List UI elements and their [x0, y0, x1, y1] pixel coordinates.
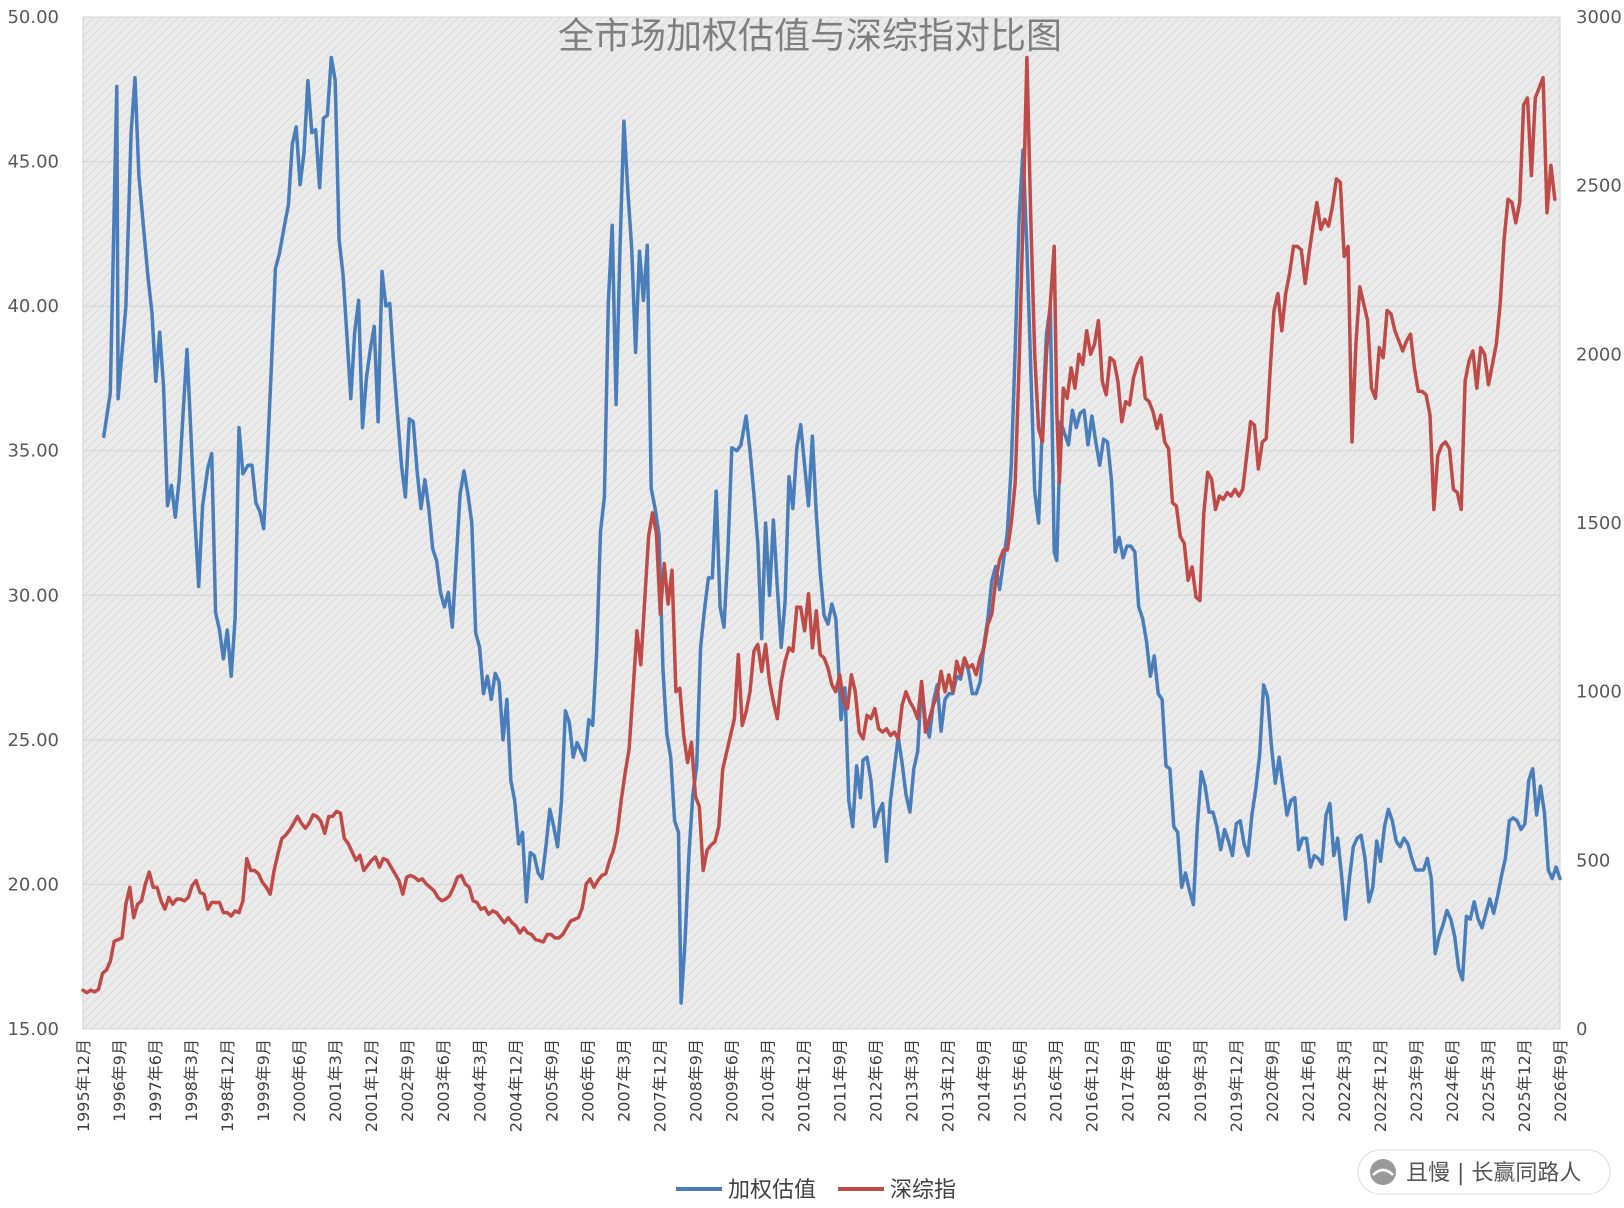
left-tick-label: 45.00 [7, 152, 59, 173]
x-tick-label: 1997年6月 [146, 1039, 165, 1122]
x-tick-label: 2010年12月 [794, 1039, 813, 1132]
right-tick-label: 3000 [1576, 7, 1622, 28]
x-tick-label: 2001年12月 [362, 1039, 381, 1132]
x-tick-label: 1996年9月 [110, 1039, 129, 1122]
x-tick-label: 2005年9月 [542, 1039, 561, 1122]
left-tick-label: 40.00 [7, 296, 59, 317]
series-layer [81, 55, 1562, 1005]
x-tick-label: 2023年9月 [1407, 1039, 1426, 1122]
left-tick-label: 35.00 [7, 441, 59, 462]
x-tick-label: 2013年3月 [903, 1039, 922, 1122]
x-tick-label: 2004年12月 [506, 1039, 525, 1132]
left-tick-label: 15.00 [7, 1019, 59, 1040]
legend: 加权估值 深综指 [676, 1178, 956, 1203]
x-tick-label: 2016年3月 [1047, 1039, 1066, 1122]
x-tick-label: 2009年6月 [722, 1039, 741, 1122]
x-tick-label: 2004年3月 [470, 1039, 489, 1122]
x-tick-label: 2010年3月 [758, 1039, 777, 1122]
x-tick-label: 2006年6月 [578, 1039, 597, 1122]
x-tick-label: 1998年12月 [218, 1039, 237, 1132]
series-line-index [81, 55, 1557, 995]
x-tick-label: 2019年12月 [1227, 1039, 1246, 1132]
watermark-text: 且慢 | 长赢同路人 [1406, 1161, 1581, 1186]
x-tick-label: 2000年6月 [290, 1039, 309, 1122]
x-tick-label: 2021年6月 [1299, 1039, 1318, 1122]
left-axis: 15.00 20.00 25.00 30.00 35.00 40.00 45.00 50.00 [7, 7, 59, 1040]
x-tick-label: 2026年9月 [1551, 1039, 1570, 1122]
x-tick-label: 2013年12月 [939, 1039, 958, 1132]
x-tick-label: 2019年3月 [1191, 1039, 1210, 1122]
x-tick-label: 2002年9月 [398, 1039, 417, 1122]
x-tick-label: 2003年6月 [434, 1039, 453, 1122]
x-tick-label: 1998年3月 [182, 1039, 201, 1122]
x-tick-label: 2017年9月 [1119, 1039, 1138, 1122]
watermark: 且慢 | 长赢同路人 [1357, 1149, 1611, 1195]
left-tick-label: 30.00 [7, 585, 59, 606]
x-tick-label: 2022年12月 [1371, 1039, 1390, 1132]
left-tick-label: 25.00 [7, 730, 59, 751]
x-tick-label: 2016年12月 [1083, 1039, 1102, 1132]
chart-title: 全市场加权估值与深综指对比图 [558, 16, 1062, 57]
x-tick-label: 2001年3月 [326, 1039, 345, 1122]
x-tick-label: 1995年12月 [74, 1039, 93, 1132]
legend-label-valuation: 加权估值 [728, 1178, 816, 1203]
x-tick-label: 2007年3月 [614, 1039, 633, 1122]
x-tick-label: 2008年9月 [686, 1039, 705, 1122]
x-tick-label: 2015年6月 [1011, 1039, 1030, 1122]
left-tick-label: 50.00 [7, 7, 59, 28]
x-tick-label: 1999年9月 [254, 1039, 273, 1122]
series-line-valuation [102, 55, 1562, 1005]
x-tick-label: 2022年3月 [1335, 1039, 1354, 1122]
x-tick-label: 2020年9月 [1263, 1039, 1282, 1122]
left-tick-label: 20.00 [7, 874, 59, 895]
x-tick-label: 2007年12月 [650, 1039, 669, 1132]
x-tick-label: 2024年6月 [1443, 1039, 1462, 1122]
gridlines [83, 16, 1560, 1030]
plot-area [82, 16, 1561, 1030]
right-axis: 0 500 1000 1500 2000 2500 3000 [1576, 7, 1622, 1040]
x-tick-label: 2018年6月 [1155, 1039, 1174, 1122]
x-tick-label: 2012年6月 [867, 1039, 886, 1122]
x-tick-label: 2011年9月 [831, 1039, 850, 1122]
x-tick-label: 2014年9月 [975, 1039, 994, 1122]
x-tick-label: 2025年12月 [1515, 1039, 1534, 1132]
right-tick-label: 1000 [1576, 682, 1622, 703]
x-axis: 1995年12月 1996年9月 1997年6月 1998年3月 1998年12月 199… [74, 1039, 1570, 1132]
legend-label-index: 深综指 [890, 1178, 956, 1203]
right-tick-label: 2500 [1576, 176, 1622, 197]
x-tick-label: 2025年3月 [1479, 1039, 1498, 1122]
right-tick-label: 2000 [1576, 344, 1622, 365]
right-tick-label: 0 [1576, 1019, 1587, 1040]
watermark-logo-icon [1370, 1159, 1396, 1185]
right-tick-label: 500 [1576, 850, 1610, 871]
right-tick-label: 1500 [1576, 513, 1622, 534]
